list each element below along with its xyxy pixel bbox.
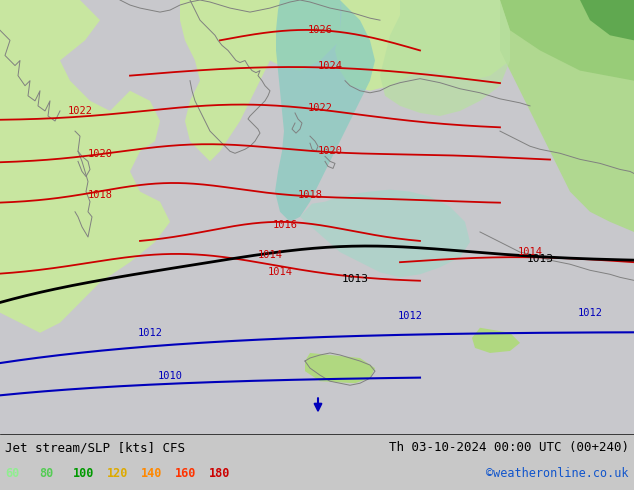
Text: 1013: 1013: [526, 254, 553, 264]
Text: 1012: 1012: [578, 308, 602, 318]
Text: 1024: 1024: [318, 61, 342, 71]
Polygon shape: [500, 0, 634, 232]
Polygon shape: [335, 0, 520, 91]
Polygon shape: [380, 0, 510, 116]
Polygon shape: [0, 0, 170, 333]
Text: 1022: 1022: [67, 106, 93, 116]
Polygon shape: [65, 151, 95, 212]
Text: 160: 160: [175, 467, 197, 480]
Text: Jet stream/SLP [kts] CFS: Jet stream/SLP [kts] CFS: [5, 441, 185, 454]
Text: 1012: 1012: [398, 311, 422, 320]
Text: 80: 80: [39, 467, 53, 480]
Text: 1026: 1026: [307, 25, 332, 35]
Polygon shape: [180, 0, 280, 161]
Text: 1014: 1014: [517, 247, 543, 257]
Text: 140: 140: [141, 467, 162, 480]
Polygon shape: [305, 353, 375, 383]
Polygon shape: [500, 0, 634, 81]
Text: 1018: 1018: [87, 190, 112, 200]
Text: 1012: 1012: [138, 328, 162, 338]
Text: 60: 60: [5, 467, 19, 480]
Text: 1022: 1022: [307, 103, 332, 113]
Text: 1014: 1014: [268, 268, 292, 277]
Polygon shape: [0, 0, 634, 434]
Polygon shape: [240, 0, 340, 71]
Polygon shape: [472, 328, 520, 353]
Text: 1018: 1018: [297, 190, 323, 200]
Text: 1016: 1016: [273, 220, 297, 230]
Text: 180: 180: [209, 467, 230, 480]
Text: 1013: 1013: [342, 274, 368, 284]
Text: 1014: 1014: [257, 250, 283, 260]
Text: 1010: 1010: [157, 371, 183, 381]
Text: 1020: 1020: [318, 147, 342, 156]
Text: ©weatheronline.co.uk: ©weatheronline.co.uk: [486, 467, 629, 480]
Polygon shape: [300, 190, 470, 277]
Polygon shape: [580, 0, 634, 40]
Text: 120: 120: [107, 467, 128, 480]
Polygon shape: [275, 0, 375, 222]
Text: 1020: 1020: [87, 149, 112, 159]
Text: 100: 100: [73, 467, 94, 480]
Text: Th 03-10-2024 00:00 UTC (00+240): Th 03-10-2024 00:00 UTC (00+240): [389, 441, 629, 454]
